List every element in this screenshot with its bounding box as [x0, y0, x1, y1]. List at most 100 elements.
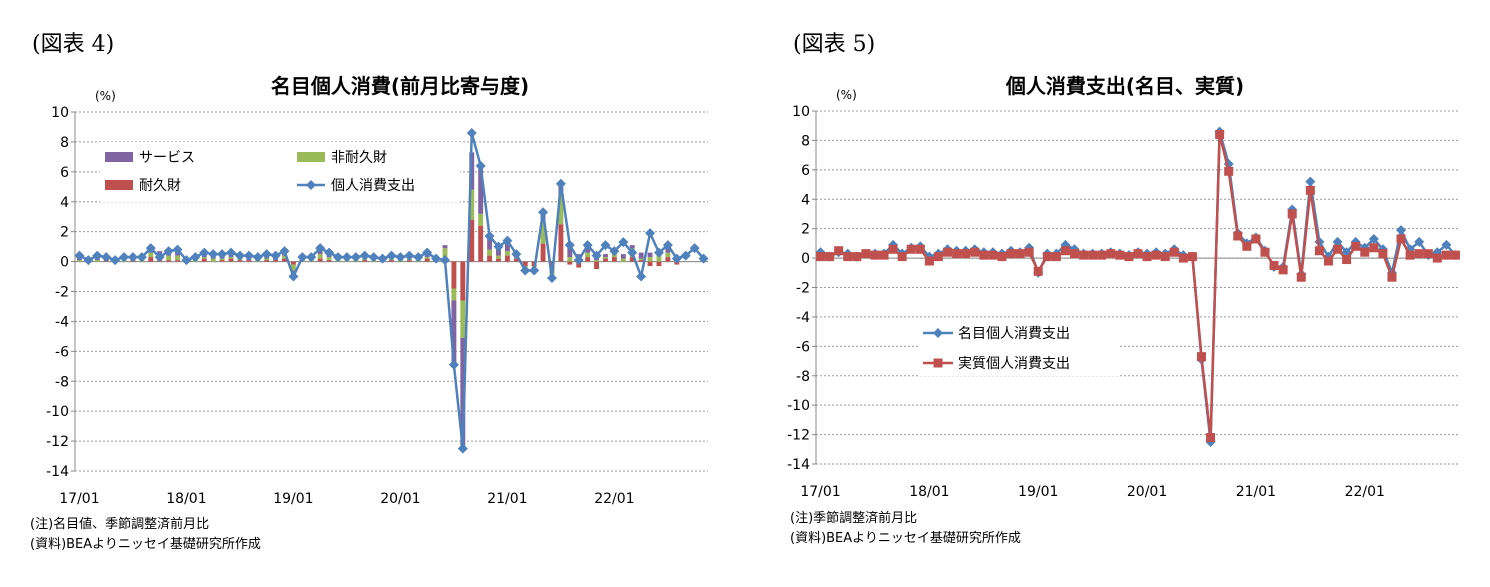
bar-durable: [317, 258, 323, 262]
marker-real: [888, 244, 898, 254]
marker-pce: [645, 228, 656, 239]
marker-real: [1260, 247, 1270, 257]
bar-nondurable: [148, 252, 154, 258]
y-unit-label: (%): [95, 89, 116, 103]
marker-real: [879, 250, 889, 260]
bar-nondurable: [540, 221, 546, 244]
marker-real: [1151, 250, 1161, 260]
marker-pce: [431, 253, 442, 264]
notes-figure-5: (注)季節調整済前月比 (資料)BEAよりニッセイ基礎研究所作成: [790, 509, 1021, 549]
marker-real: [816, 252, 826, 262]
marker-real: [1051, 252, 1061, 262]
bar-services: [487, 236, 493, 250]
marker-real: [1296, 272, 1306, 282]
y-tick-label: 6: [60, 165, 69, 181]
marker-pce: [136, 252, 147, 263]
y-tick-label: -2: [796, 281, 810, 297]
marker-real: [1360, 247, 1370, 257]
legend-services-label: サービス: [139, 150, 195, 166]
x-tick-label: 19/01: [273, 491, 313, 507]
bar-nondurable: [594, 260, 600, 262]
bar-nondurable: [496, 255, 501, 259]
marker-pce: [297, 252, 308, 263]
bar-durable: [603, 258, 608, 262]
marker-nominal: [1396, 225, 1407, 236]
bar-nondurable: [460, 300, 466, 338]
marker-real: [1024, 247, 1034, 257]
marker-pce: [279, 246, 290, 257]
y-tick-label: -12: [787, 428, 810, 444]
marker-pce: [74, 250, 85, 261]
y-tick-label: -8: [55, 374, 69, 390]
bar-durable: [175, 260, 180, 262]
bar-nondurable: [620, 258, 626, 262]
y-tick-label: 10: [51, 105, 69, 121]
bar-durable: [656, 261, 662, 267]
bar-durable: [611, 257, 617, 262]
bar-nondurable: [451, 288, 457, 301]
marker-nominal: [1414, 236, 1425, 247]
marker-pce: [475, 160, 486, 171]
marker-pce: [324, 247, 335, 258]
x-tick-label: 17/01: [800, 484, 840, 500]
marker-pce: [243, 250, 254, 261]
y-tick-label: 8: [60, 135, 69, 151]
y-tick-label: 8: [801, 133, 810, 149]
marker-pce: [395, 252, 406, 263]
marker-pce: [101, 252, 112, 263]
marker-real: [1351, 241, 1361, 251]
marker-pce: [404, 250, 415, 261]
y-tick-label: 4: [801, 192, 810, 208]
marker-pce: [350, 252, 361, 263]
bar-services: [629, 245, 635, 249]
marker-pce: [422, 247, 433, 258]
bar-nondurable: [558, 194, 564, 225]
marker-real: [997, 252, 1007, 262]
bar-durable: [166, 260, 172, 262]
marker-real: [834, 246, 844, 256]
marker-real: [1206, 433, 1216, 443]
marker-real: [1215, 130, 1225, 140]
marker-pce: [208, 249, 219, 260]
marker-pce: [154, 252, 165, 263]
marker-pce: [466, 127, 477, 138]
marker-nominal: [1332, 236, 1343, 247]
bar-services: [504, 242, 510, 252]
bar-durable: [451, 261, 457, 289]
marker-real: [1242, 241, 1252, 251]
bar-durable: [148, 257, 154, 262]
y-tick-label: -4: [796, 310, 810, 326]
marker-pce: [252, 252, 263, 263]
marker-pce: [538, 207, 549, 218]
y-tick-label: -2: [55, 285, 69, 301]
marker-real: [906, 244, 916, 254]
bar-durable: [326, 260, 332, 262]
marker-pce: [199, 247, 210, 258]
legend-services-swatch: [105, 152, 133, 162]
marker-real: [1414, 249, 1424, 259]
marker-pce: [662, 240, 673, 251]
legend-nondurable-swatch: [297, 152, 325, 162]
y-tick-label: -6: [796, 339, 810, 355]
marker-pce: [172, 244, 183, 255]
marker-real: [843, 252, 853, 262]
marker-pce: [609, 246, 620, 257]
marker-real: [1287, 209, 1297, 219]
marker-real: [970, 247, 980, 257]
bar-nondurable: [424, 257, 430, 259]
y-tick-label: 2: [60, 225, 69, 241]
marker-real: [1088, 250, 1098, 260]
y-tick-label: -8: [796, 369, 810, 385]
bar-nondurable: [201, 257, 207, 259]
note-line: (注)名目値、季節調整済前月比: [30, 517, 210, 532]
x-tick-label: 18/01: [166, 491, 206, 507]
marker-real: [1405, 250, 1415, 260]
marker-pce: [484, 231, 495, 242]
marker-pce: [261, 249, 272, 260]
marker-pce: [591, 250, 602, 261]
bar-durable: [629, 257, 635, 262]
x-tick-label: 20/01: [380, 491, 420, 507]
marker-pce: [564, 240, 575, 251]
marker-real: [961, 249, 971, 259]
bar-nondurable: [175, 255, 180, 261]
